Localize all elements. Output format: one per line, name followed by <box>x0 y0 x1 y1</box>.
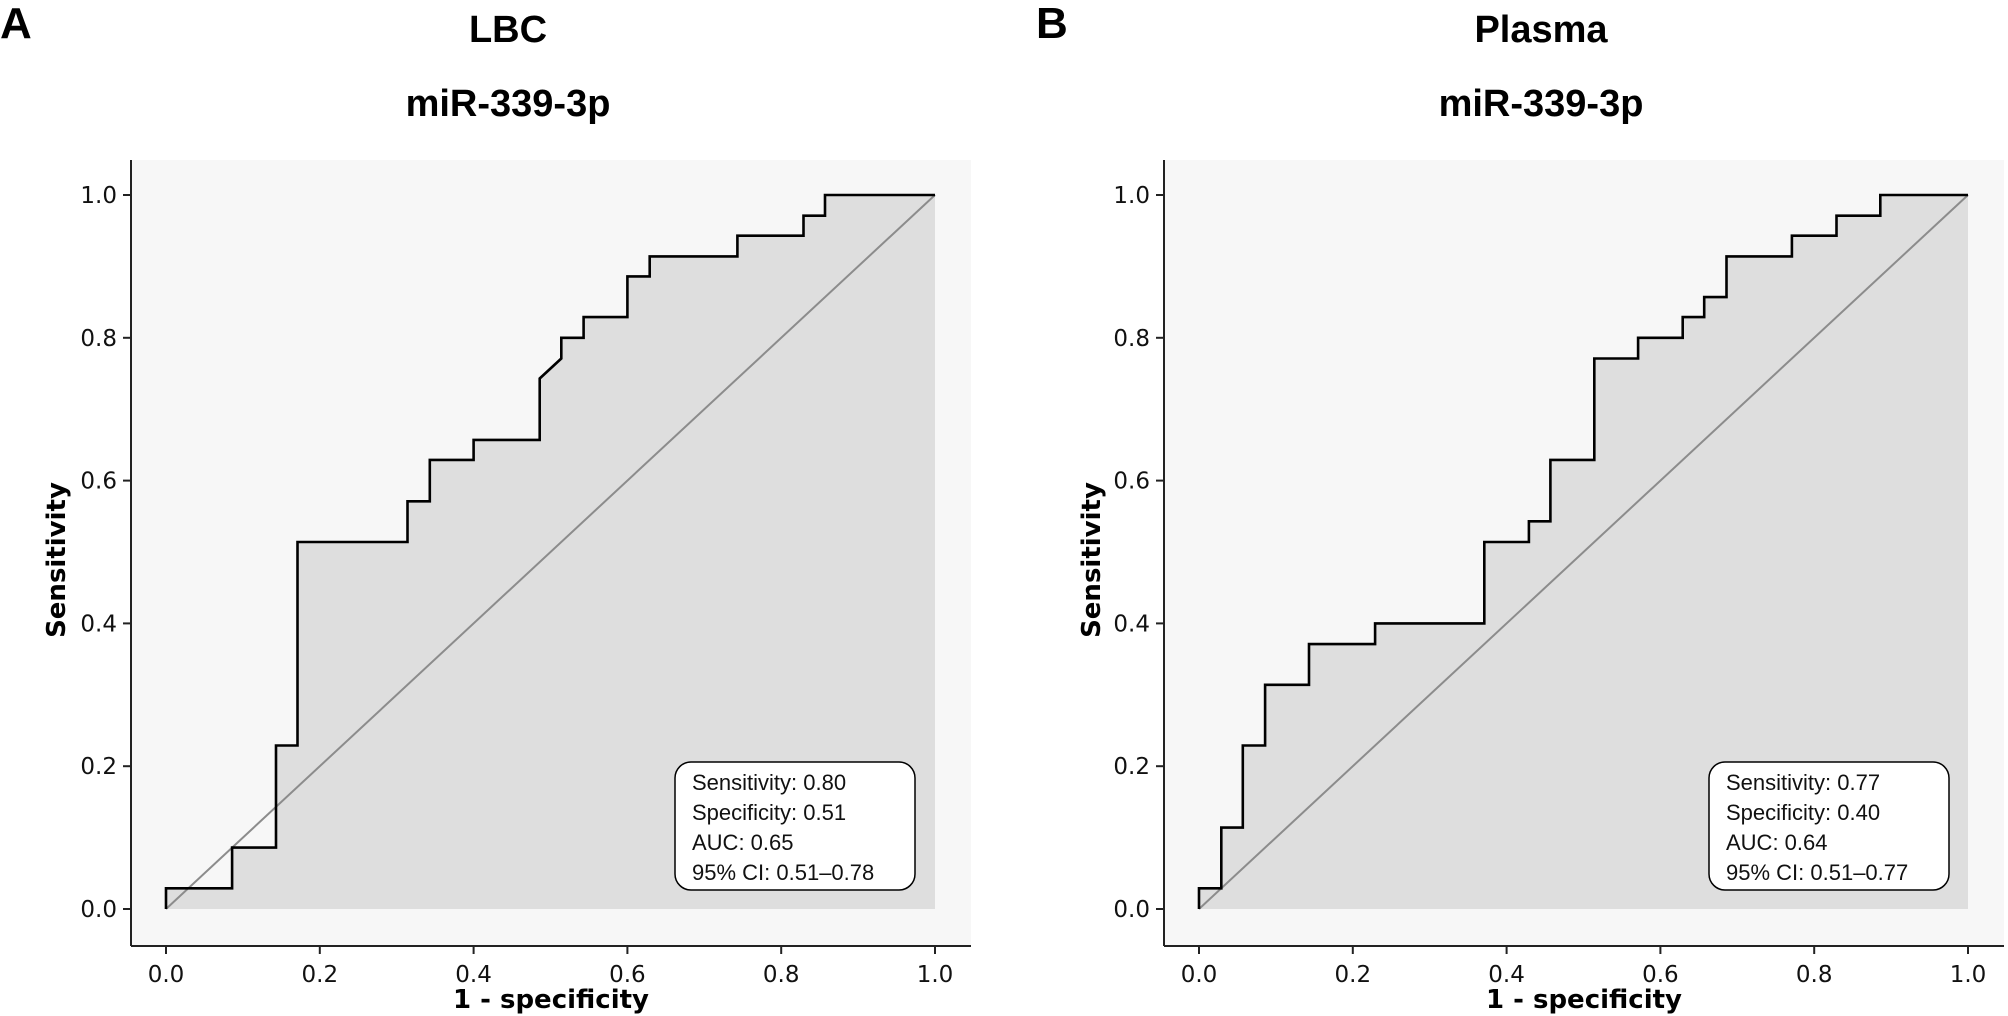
chart-title: Plasma <box>1474 9 1608 51</box>
chart-subtitle: miR-339-3p <box>406 83 611 125</box>
y-tick-label: 0.8 <box>1113 326 1150 352</box>
stat-sensitivity: Sensitivity: 0.80 <box>692 770 846 795</box>
x-tick-label: 0.2 <box>302 962 339 988</box>
x-axis-label: 1 - specificity <box>453 985 649 1015</box>
stats-box: Sensitivity: 0.80 Specificity: 0.51 AUC:… <box>674 761 916 891</box>
x-tick-label: 0.8 <box>763 962 800 988</box>
x-tick-label: 1.0 <box>1950 962 1987 988</box>
x-tick-label: 1.0 <box>917 962 954 988</box>
stat-auc: AUC: 0.64 <box>1726 830 1828 855</box>
stat-ci: 95% CI: 0.51–0.78 <box>692 860 874 885</box>
stat-specificity: Specificity: 0.40 <box>1726 800 1880 825</box>
roc-curve <box>1197 193 1968 909</box>
stat-auc: AUC: 0.65 <box>692 830 794 855</box>
y-tick-label: 0.4 <box>80 611 117 637</box>
chart-subtitle: miR-339-3p <box>1439 83 1644 125</box>
x-tick-label: 0.0 <box>148 962 185 988</box>
y-tick-label: 0.4 <box>1113 611 1150 637</box>
x-tick-label: 0.2 <box>1335 962 1372 988</box>
y-ticks: 0.0 0.2 0.4 0.6 0.8 1.0 <box>1113 183 1164 923</box>
y-axis-label: Sensitivity <box>42 482 72 638</box>
x-tick-label: 0.4 <box>455 962 492 988</box>
y-tick-label: 0.6 <box>80 469 117 495</box>
panel-letter: B <box>1036 0 1068 48</box>
x-tick-label: 0.8 <box>1796 962 1833 988</box>
y-tick-label: 0.2 <box>1113 754 1150 780</box>
stat-sensitivity: Sensitivity: 0.77 <box>1726 770 1880 795</box>
y-tick-label: 1.0 <box>80 183 117 209</box>
y-tick-label: 0.2 <box>80 754 117 780</box>
panel-letter: A <box>0 0 32 48</box>
x-axis-label: 1 - specificity <box>1486 985 1682 1015</box>
reference-diagonal <box>165 194 936 910</box>
y-tick-label: 0.8 <box>80 326 117 352</box>
x-tick-label: 0.6 <box>609 962 646 988</box>
y-ticks: 0.0 0.2 0.4 0.6 0.8 1.0 <box>80 183 131 923</box>
x-tick-label: 0.4 <box>1488 962 1525 988</box>
stat-specificity: Specificity: 0.51 <box>692 800 846 825</box>
x-ticks: 0.0 0.2 0.4 0.6 0.8 1.0 <box>1181 946 1987 988</box>
reference-diagonal <box>1198 194 1969 910</box>
y-tick-label: 0.6 <box>1113 469 1150 495</box>
panel-lbc: A LBC miR-339-3p 0.0 0.2 0.4 0.6 0.8 1.0 0.00… <box>0 0 971 1015</box>
roc-curve <box>164 193 935 909</box>
y-axis-label: Sensitivity <box>1077 482 1107 638</box>
stat-ci: 95% CI: 0.51–0.77 <box>1726 860 1908 885</box>
chart-title: LBC <box>469 9 547 51</box>
x-ticks: 0.0 0.2 0.4 0.6 0.8 1.0 <box>148 946 954 988</box>
stats-box: Sensitivity: 0.77 Specificity: 0.40 AUC:… <box>1708 761 1950 891</box>
y-tick-label: 0.0 <box>80 897 117 923</box>
x-tick-label: 0.0 <box>1181 962 1218 988</box>
x-tick-label: 0.6 <box>1642 962 1679 988</box>
panel-plasma: B Plasma miR-339-3p 0.0 0.2 0.4 0.6 0.8 1.0 0… <box>1036 0 2004 1015</box>
y-tick-label: 1.0 <box>1113 183 1150 209</box>
y-tick-label: 0.0 <box>1113 897 1150 923</box>
